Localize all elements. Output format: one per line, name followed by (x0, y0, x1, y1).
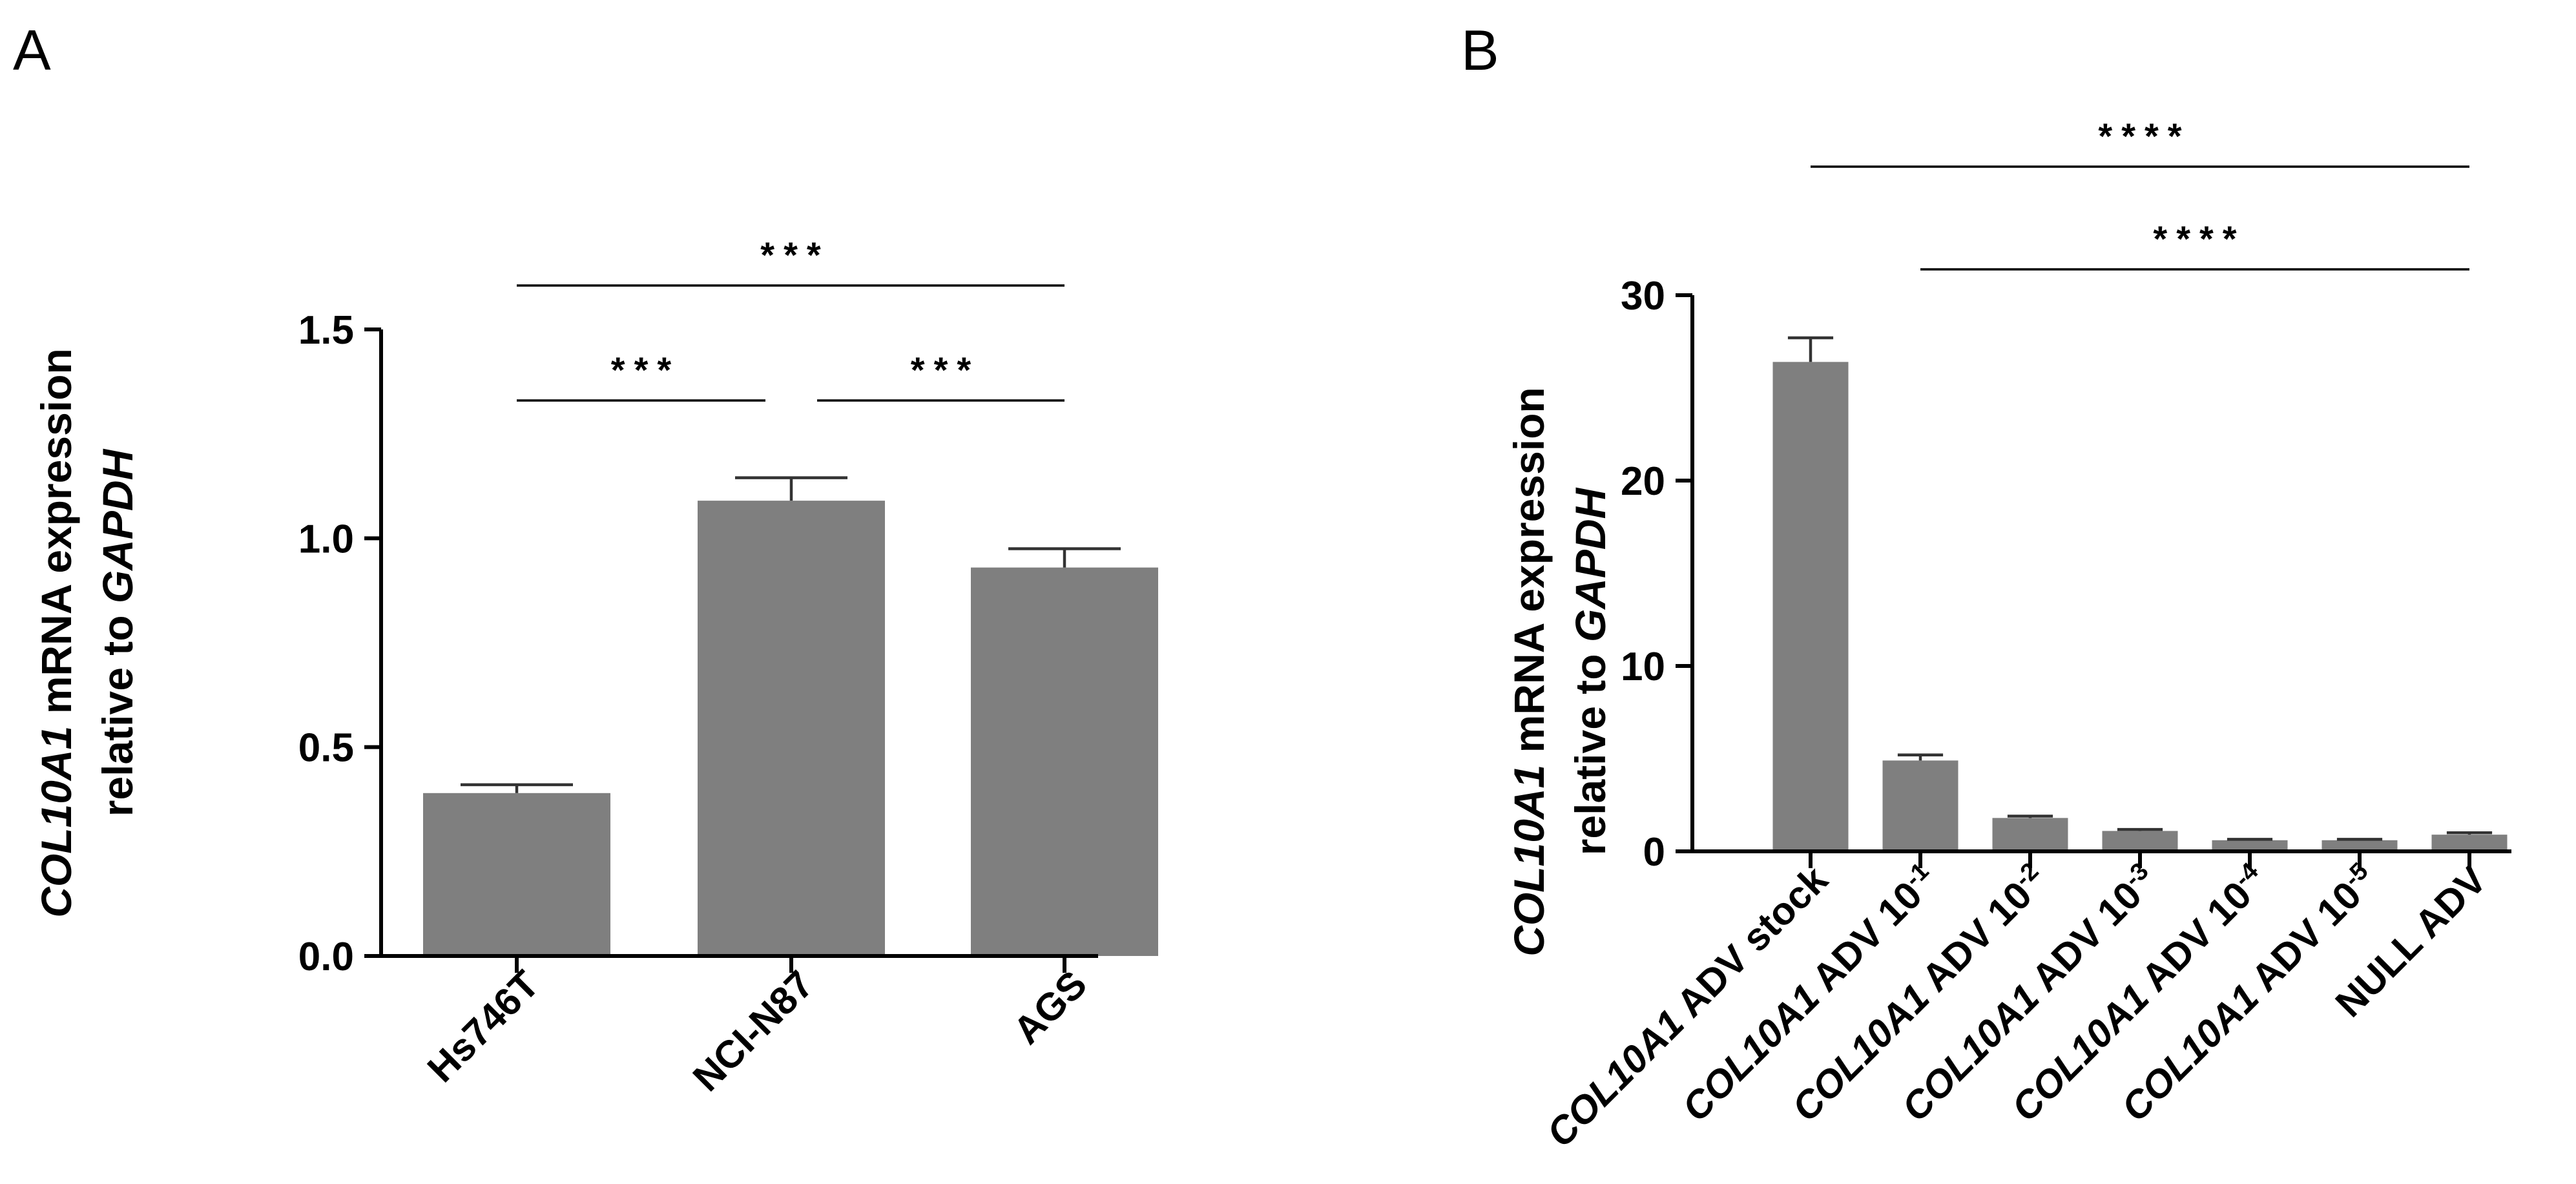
panel-a-category-label-2: AGS (1005, 962, 1095, 1052)
panel-a-bar-2 (971, 567, 1158, 956)
panel-b-ylabel-gene: COL10A1 (1505, 765, 1553, 957)
panel-a-ytick-label-0: 0.0 (298, 935, 354, 979)
panel-b-ylabel-reference: GAPDH (1566, 487, 1614, 642)
panel-b-letter: B (1461, 18, 1499, 82)
panel-b-ylabel-text: mRNA expression (1505, 387, 1553, 764)
panel-a-ytick-label-3: 1.5 (298, 308, 354, 353)
panel-b-sig-label-1: **** (2153, 218, 2245, 259)
panel-a-ylabel-gene: COL10A1 (32, 726, 80, 918)
panel-b-bar-4 (2212, 840, 2288, 851)
panel-b-ytick-label-2: 20 (1621, 459, 1665, 504)
panel-a-category-label-1-part-0: NCI-N87 (685, 962, 822, 1099)
panel-a-ylabel-reference: GAPDH (94, 448, 141, 603)
panel-a-ylabel-relative: relative to (94, 603, 141, 816)
panel-a-ylabel-line1: COL10A1 mRNA expression (32, 348, 80, 918)
panel-b-bar-1 (1882, 760, 1958, 851)
panel-a-bar-1 (698, 501, 885, 956)
panel-b-ytick-label-1: 10 (1621, 645, 1665, 689)
panel-b-bar-6 (2431, 835, 2508, 851)
panel-b-ylabel-line1: COL10A1 mRNA expression (1505, 387, 1553, 957)
panel-b-bar-2 (1992, 818, 2068, 851)
panel-b-sig-label-0: **** (2098, 116, 2190, 156)
panel-b-ylabel-relative: relative to (1566, 642, 1614, 855)
panel-b-ytick-label-3: 30 (1621, 274, 1665, 318)
panel-b-category-label-0-part-0: COL10A1 (1538, 1001, 1692, 1155)
panel-a-sig-label-2: *** (760, 234, 829, 275)
panel-b-bar-3 (2102, 831, 2178, 851)
panel-a-ylabel-text: mRNA expression (32, 348, 80, 725)
panel-a-bar-0 (423, 793, 610, 956)
panel-a-ylabel-line2: relative to GAPDH (94, 448, 141, 816)
chart-a: 0.0 0.5 1.0 1.5 Hs746T NCI-N87 AGS COL10A1 mRNA… (32, 234, 1158, 1099)
panel-b-ytick-label-0: 0 (1643, 830, 1665, 875)
panel-a-category-label-0-part-0: Hs746T (419, 962, 547, 1090)
panel-a-category-label-1: NCI-N87 (685, 962, 822, 1099)
panel-a-sig-label-0: *** (611, 349, 680, 390)
panel-a-letter: A (13, 18, 51, 82)
panel-a-sig-label-1: *** (911, 349, 980, 390)
panel-a-ytick-label-1: 0.5 (298, 726, 354, 771)
panel-b-ylabel-line2: relative to GAPDH (1566, 487, 1614, 855)
panel-b-bar-0 (1772, 362, 1849, 851)
panel-a-category-label-0: Hs746T (419, 962, 547, 1090)
panel-b-bar-5 (2322, 840, 2398, 851)
panel-a-ytick-label-2: 1.0 (298, 517, 354, 561)
panel-a-category-label-2-part-0: AGS (1005, 962, 1095, 1052)
